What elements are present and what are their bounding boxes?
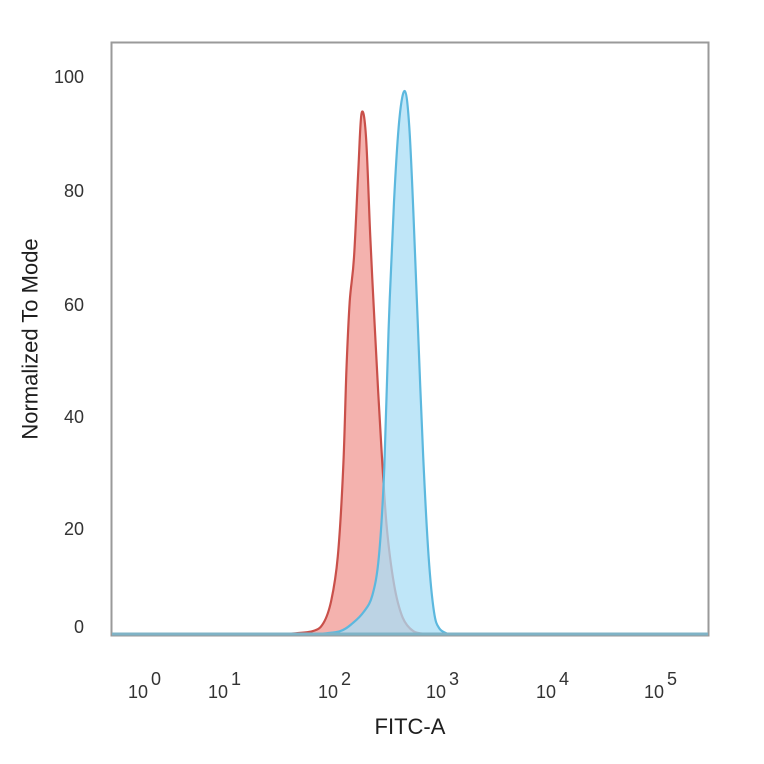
y-tick-label: 40 [63, 407, 84, 427]
x-tick-label: 101 [208, 669, 242, 702]
series-line-1 [317, 89, 449, 636]
y-tick-label: 20 [63, 519, 84, 539]
x-tick-label: 105 [644, 669, 678, 702]
y-tick-label: 0 [73, 617, 84, 637]
x-tick-label: 103 [426, 669, 460, 702]
series-layer [284, 89, 449, 636]
series-fill-0 [285, 111, 427, 634]
series-fill-1 [318, 91, 448, 634]
x-tick-label: 104 [536, 669, 570, 702]
y-tick-label: 100 [53, 67, 84, 87]
y-tick-label: 80 [63, 181, 84, 201]
x-axis-label: FITC-A [374, 714, 446, 739]
x-tick-label: 100 [128, 669, 162, 702]
y-axis-label: Normalized To Mode [18, 238, 44, 440]
x-tick-label: 102 [318, 669, 352, 702]
y-axis-label-wrap: Normalized To Mode [14, 42, 48, 636]
y-tick-label: 60 [63, 295, 84, 315]
